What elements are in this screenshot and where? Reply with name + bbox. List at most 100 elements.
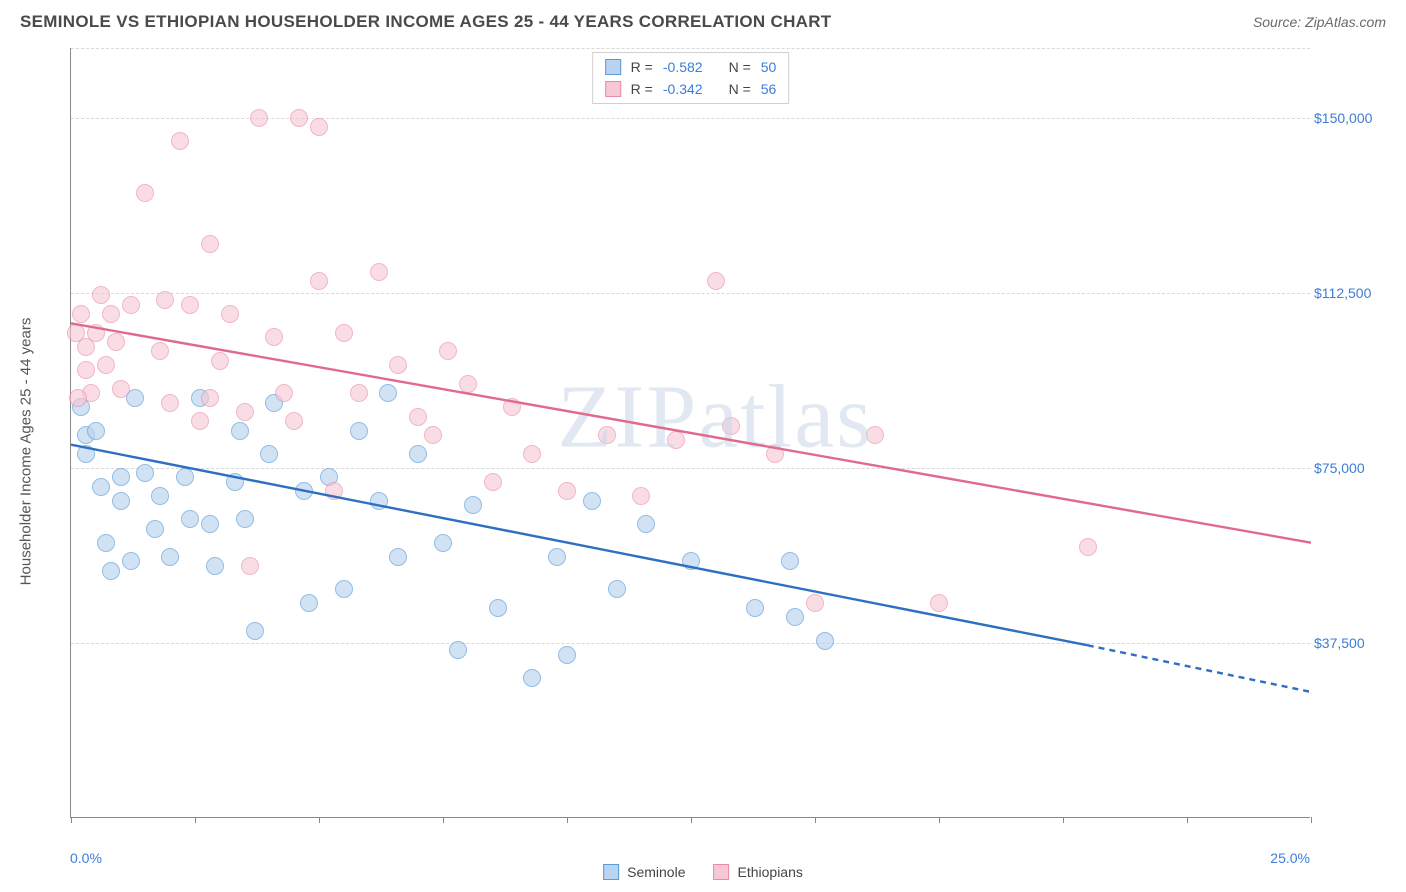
data-point [236, 510, 254, 528]
data-point [786, 608, 804, 626]
data-point [275, 384, 293, 402]
data-point [489, 599, 507, 617]
gridline [71, 643, 1310, 644]
data-point [722, 417, 740, 435]
data-point [300, 594, 318, 612]
x-tick [319, 817, 320, 823]
stats-row-ethiopians: R = -0.342 N = 56 [605, 78, 777, 100]
y-tick-label: $75,000 [1314, 460, 1384, 476]
x-max-label: 25.0% [1270, 850, 1310, 866]
data-point [136, 464, 154, 482]
data-point [707, 272, 725, 290]
data-point [87, 324, 105, 342]
data-point [151, 487, 169, 505]
y-tick-label: $150,000 [1314, 110, 1384, 126]
data-point [370, 492, 388, 510]
x-tick [443, 817, 444, 823]
r-label: R = [631, 56, 653, 78]
data-point [246, 622, 264, 640]
data-point [181, 296, 199, 314]
data-point [156, 291, 174, 309]
n-label: N = [729, 78, 751, 100]
data-point [424, 426, 442, 444]
gridline [71, 293, 1310, 294]
data-point [335, 324, 353, 342]
data-point [181, 510, 199, 528]
data-point [409, 445, 427, 463]
legend-item-seminole: Seminole [603, 864, 685, 880]
data-point [236, 403, 254, 421]
data-point [558, 646, 576, 664]
data-point [1079, 538, 1097, 556]
gridline [71, 468, 1310, 469]
data-point [265, 328, 283, 346]
data-point [171, 132, 189, 150]
x-tick [195, 817, 196, 823]
x-tick [1311, 817, 1312, 823]
data-point [102, 305, 120, 323]
data-point [146, 520, 164, 538]
data-point [201, 515, 219, 533]
plot-area: ZIPatlas R = -0.582 N = 50 R = -0.342 N … [70, 48, 1310, 818]
trend-lines [71, 48, 1311, 818]
data-point [231, 422, 249, 440]
data-point [310, 272, 328, 290]
swatch-seminole [605, 59, 621, 75]
data-point [930, 594, 948, 612]
watermark: ZIPatlas [557, 366, 873, 469]
n-value-seminole: 50 [761, 56, 777, 78]
data-point [72, 305, 90, 323]
data-point [464, 496, 482, 514]
swatch-ethiopians [605, 81, 621, 97]
data-point [97, 534, 115, 552]
gridline [71, 48, 1310, 49]
data-point [523, 669, 541, 687]
swatch-ethiopians [713, 864, 729, 880]
data-point [806, 594, 824, 612]
y-axis-label: Householder Income Ages 25 - 44 years [18, 318, 35, 586]
data-point [136, 184, 154, 202]
data-point [161, 548, 179, 566]
data-point [866, 426, 884, 444]
y-tick-label: $37,500 [1314, 635, 1384, 651]
data-point [201, 235, 219, 253]
x-tick [691, 817, 692, 823]
data-point [503, 398, 521, 416]
x-tick [815, 817, 816, 823]
data-point [250, 109, 268, 127]
data-point [389, 548, 407, 566]
data-point [77, 445, 95, 463]
bottom-legend: Seminole Ethiopians [603, 864, 803, 880]
data-point [102, 562, 120, 580]
data-point [548, 548, 566, 566]
data-point [97, 356, 115, 374]
x-tick [1187, 817, 1188, 823]
data-point [191, 412, 209, 430]
x-tick [71, 817, 72, 823]
data-point [583, 492, 601, 510]
data-point [122, 552, 140, 570]
data-point [389, 356, 407, 374]
data-point [122, 296, 140, 314]
x-tick [567, 817, 568, 823]
source-label: Source: ZipAtlas.com [1253, 14, 1386, 30]
data-point [523, 445, 541, 463]
data-point [598, 426, 616, 444]
data-point [637, 515, 655, 533]
r-value-seminole: -0.582 [663, 56, 703, 78]
data-point [379, 384, 397, 402]
data-point [92, 286, 110, 304]
chart-container: Householder Income Ages 25 - 44 years ZI… [50, 48, 1390, 838]
data-point [439, 342, 457, 360]
data-point [295, 482, 313, 500]
data-point [682, 552, 700, 570]
data-point [484, 473, 502, 491]
data-point [434, 534, 452, 552]
data-point [459, 375, 477, 393]
data-point [285, 412, 303, 430]
x-tick [1063, 817, 1064, 823]
data-point [370, 263, 388, 281]
chart-title: SEMINOLE VS ETHIOPIAN HOUSEHOLDER INCOME… [20, 12, 832, 32]
data-point [241, 557, 259, 575]
data-point [206, 557, 224, 575]
